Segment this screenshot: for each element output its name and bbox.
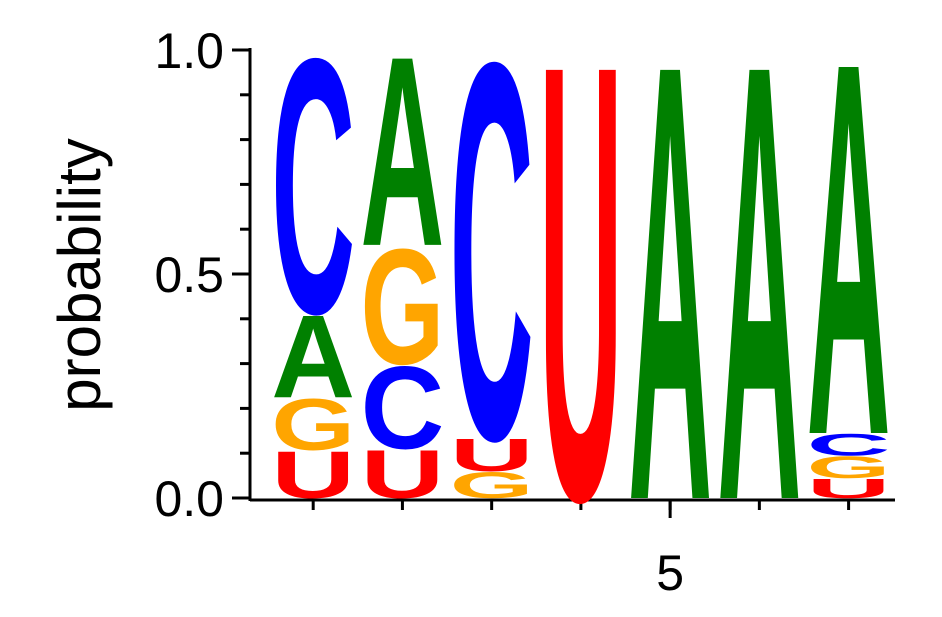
logo-letter: G bbox=[360, 215, 444, 399]
y-tick-label: 1.0 bbox=[154, 23, 224, 79]
logo-letter: A bbox=[807, 0, 891, 547]
x-tick-label: 5 bbox=[656, 545, 684, 601]
y-tick-label: 0.0 bbox=[154, 471, 224, 527]
logo-letter: U bbox=[539, 0, 623, 617]
logo-letter: U bbox=[450, 429, 534, 482]
logo-letter: C bbox=[450, 0, 534, 553]
logo-letter: U bbox=[360, 436, 444, 513]
logo-letter: G bbox=[271, 384, 355, 466]
logo-letter: U bbox=[807, 473, 891, 504]
logo-letter: C bbox=[807, 427, 891, 462]
logo-letter: A bbox=[360, 1, 444, 303]
logo-letter: U bbox=[271, 438, 355, 512]
logo-letter: G bbox=[807, 450, 891, 485]
logo-letter: A bbox=[271, 291, 355, 423]
logo-letter: A bbox=[628, 0, 712, 617]
logo-letter: C bbox=[271, 0, 355, 390]
logo-letter: C bbox=[360, 343, 444, 475]
y-tick-label: 0.5 bbox=[154, 247, 224, 303]
logo-letter: A bbox=[717, 0, 801, 617]
y-axis-label: probability bbox=[46, 138, 113, 412]
logo-letter: G bbox=[450, 464, 534, 506]
